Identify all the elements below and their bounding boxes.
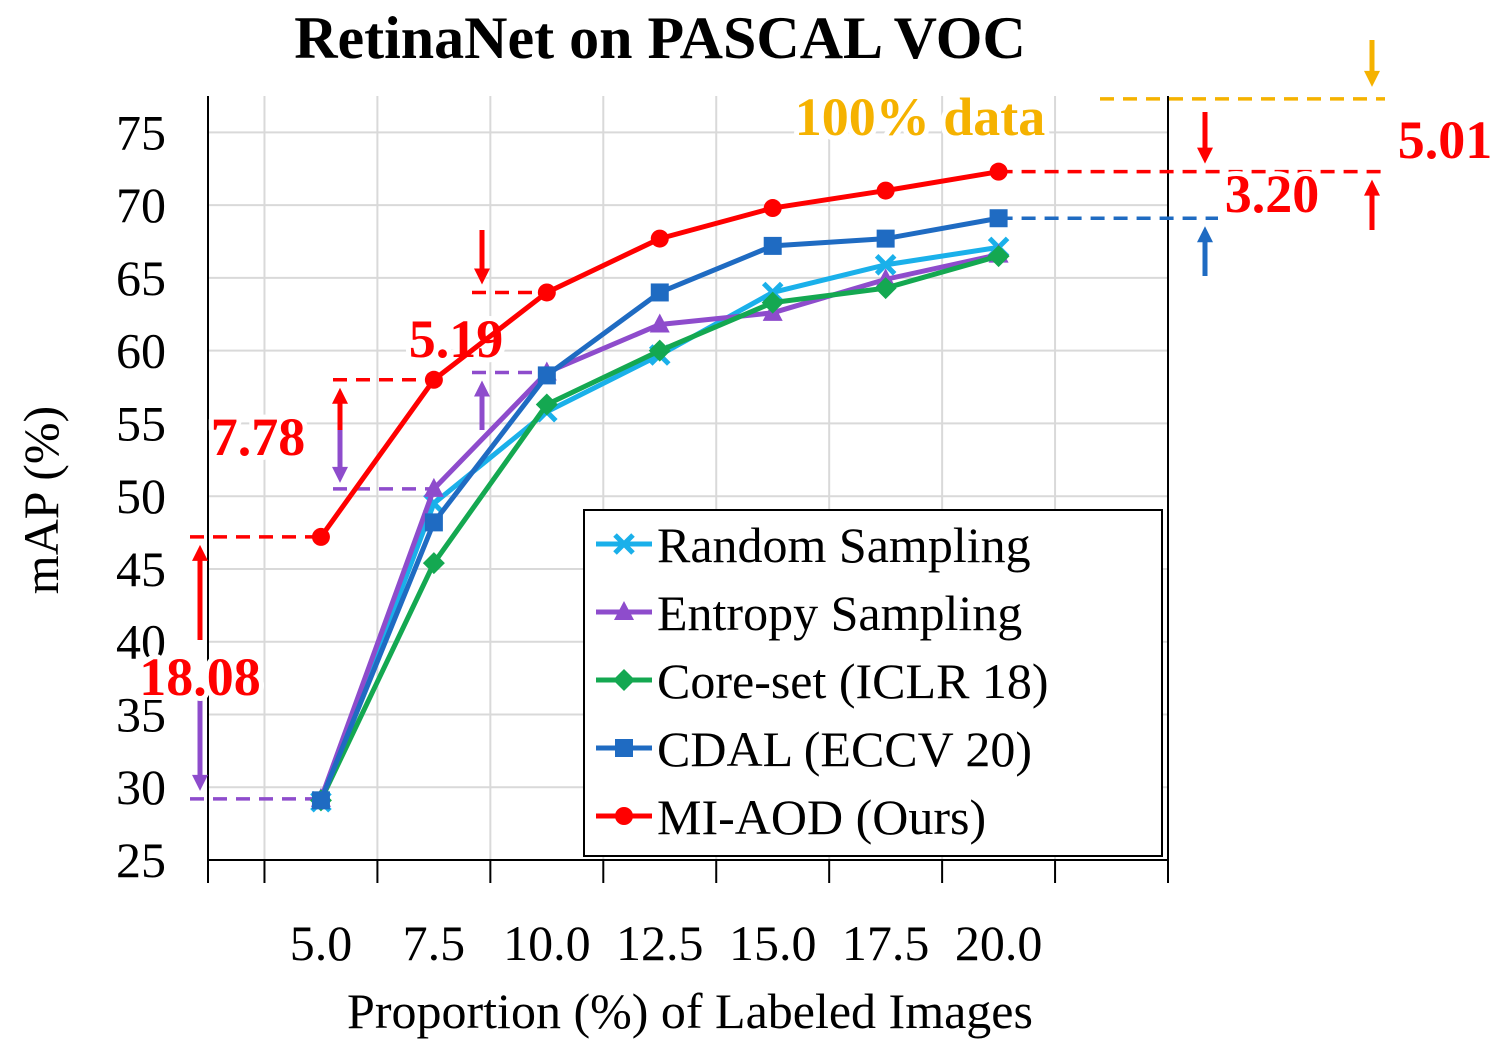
gap-label-10: 5.19 (409, 309, 504, 369)
data-point (650, 229, 669, 248)
gap-arrow-cdal-20 (1197, 226, 1213, 276)
gap-annotations: 100% data 18.08 7.78 5.19 3.20 5.01 (134, 40, 1497, 801)
data-point (876, 181, 895, 200)
data-point (613, 533, 635, 555)
x-tick-label: 20.0 (955, 915, 1043, 971)
y-tick-label: 65 (116, 250, 166, 306)
chart-title: RetinaNet on PASCAL VOC (294, 5, 1026, 71)
gap-arrow-mi-10 (474, 230, 490, 285)
legend-label: CDAL (ECCV 20) (657, 721, 1032, 777)
data-point (763, 199, 782, 218)
series-mi-aod-ours (311, 162, 1008, 546)
data-point (874, 277, 897, 300)
legend-item: MI-AOD (Ours) (596, 789, 986, 845)
gap-label-5: 18.08 (139, 647, 261, 707)
gap-arrow-mi-5 (192, 544, 208, 640)
y-axis-label: mAP (%) (13, 406, 69, 594)
gap-arrow-baseline-10 (474, 380, 490, 430)
data-point (422, 552, 445, 575)
data-point (615, 739, 633, 757)
data-point (649, 313, 670, 333)
gap-label-20-full: 5.01 (1398, 110, 1493, 170)
full-data-label: 100% data (795, 87, 1046, 147)
x-axis-ticks: 5.0 7.5 10.0 12.5 15.0 17.5 20.0 (290, 915, 1043, 971)
x-tick-label: 7.5 (403, 915, 466, 971)
data-point (615, 807, 633, 825)
x-axis-label: Proportion (%) of Labeled Images (347, 983, 1033, 1039)
gap-arrow-mi-20-b (1364, 179, 1380, 230)
data-point (537, 283, 556, 302)
x-tick-label: 5.0 (290, 915, 353, 971)
data-point (311, 527, 330, 546)
y-axis-ticks: 25 30 35 40 45 50 55 60 65 70 75 (116, 104, 166, 888)
x-tick-label: 17.5 (842, 915, 930, 971)
legend-label: MI-AOD (Ours) (657, 789, 986, 845)
y-tick-label: 50 (116, 468, 166, 524)
data-point (424, 513, 443, 532)
data-point (423, 477, 444, 497)
y-tick-label: 40 (116, 614, 166, 670)
data-point (987, 245, 1010, 268)
gap-arrow-baseline-5 (192, 700, 208, 791)
gap-label-7-5: 7.78 (211, 407, 306, 467)
data-point (650, 283, 669, 302)
legend-label: Core-set (ICLR 18) (657, 653, 1049, 709)
series-group (309, 162, 1010, 813)
y-tick-label: 70 (116, 177, 166, 233)
legend-label: Random Sampling (657, 517, 1031, 573)
data-point (537, 366, 556, 385)
data-point (763, 236, 782, 255)
legend: Random Sampling Entropy Sampling Core-set … (583, 509, 1163, 857)
legend-item: CDAL (ECCV 20) (596, 721, 1032, 777)
data-point (311, 791, 330, 810)
data-point (535, 393, 558, 416)
plot-frame (207, 96, 1169, 883)
x-tick-label: 12.5 (616, 915, 704, 971)
data-point (424, 370, 443, 389)
y-tick-label: 60 (116, 323, 166, 379)
y-tick-label: 30 (116, 759, 166, 815)
legend-item: Entropy Sampling (596, 585, 1022, 641)
legend-label: Entropy Sampling (657, 585, 1022, 641)
legend-item: Core-set (ICLR 18) (596, 653, 1049, 709)
data-point (989, 209, 1008, 228)
x-tick-label: 15.0 (729, 915, 817, 971)
legend-box (583, 509, 1163, 857)
series-cdal-eccv-20 (311, 209, 1008, 810)
data-point (874, 254, 897, 276)
y-tick-label: 25 (116, 832, 166, 888)
y-tick-label: 35 (116, 686, 166, 742)
full-data-arrow (1364, 40, 1380, 87)
y-tick-label: 75 (116, 104, 166, 160)
gap-label-20-cdal: 3.20 (1225, 164, 1320, 224)
legend-item: Random Sampling (596, 517, 1031, 573)
x-tick-label: 10.0 (503, 915, 591, 971)
data-point (761, 291, 784, 314)
y-tick-label: 45 (116, 541, 166, 597)
y-tick-label: 55 (116, 395, 166, 451)
data-point (876, 229, 895, 248)
data-point (614, 601, 634, 620)
data-point (989, 162, 1008, 181)
gap-arrow-mi-20 (1197, 112, 1213, 164)
gap-arrow-baseline-7-5 (332, 430, 348, 483)
data-point (648, 339, 671, 362)
grid (208, 96, 1168, 861)
data-point (613, 669, 635, 691)
